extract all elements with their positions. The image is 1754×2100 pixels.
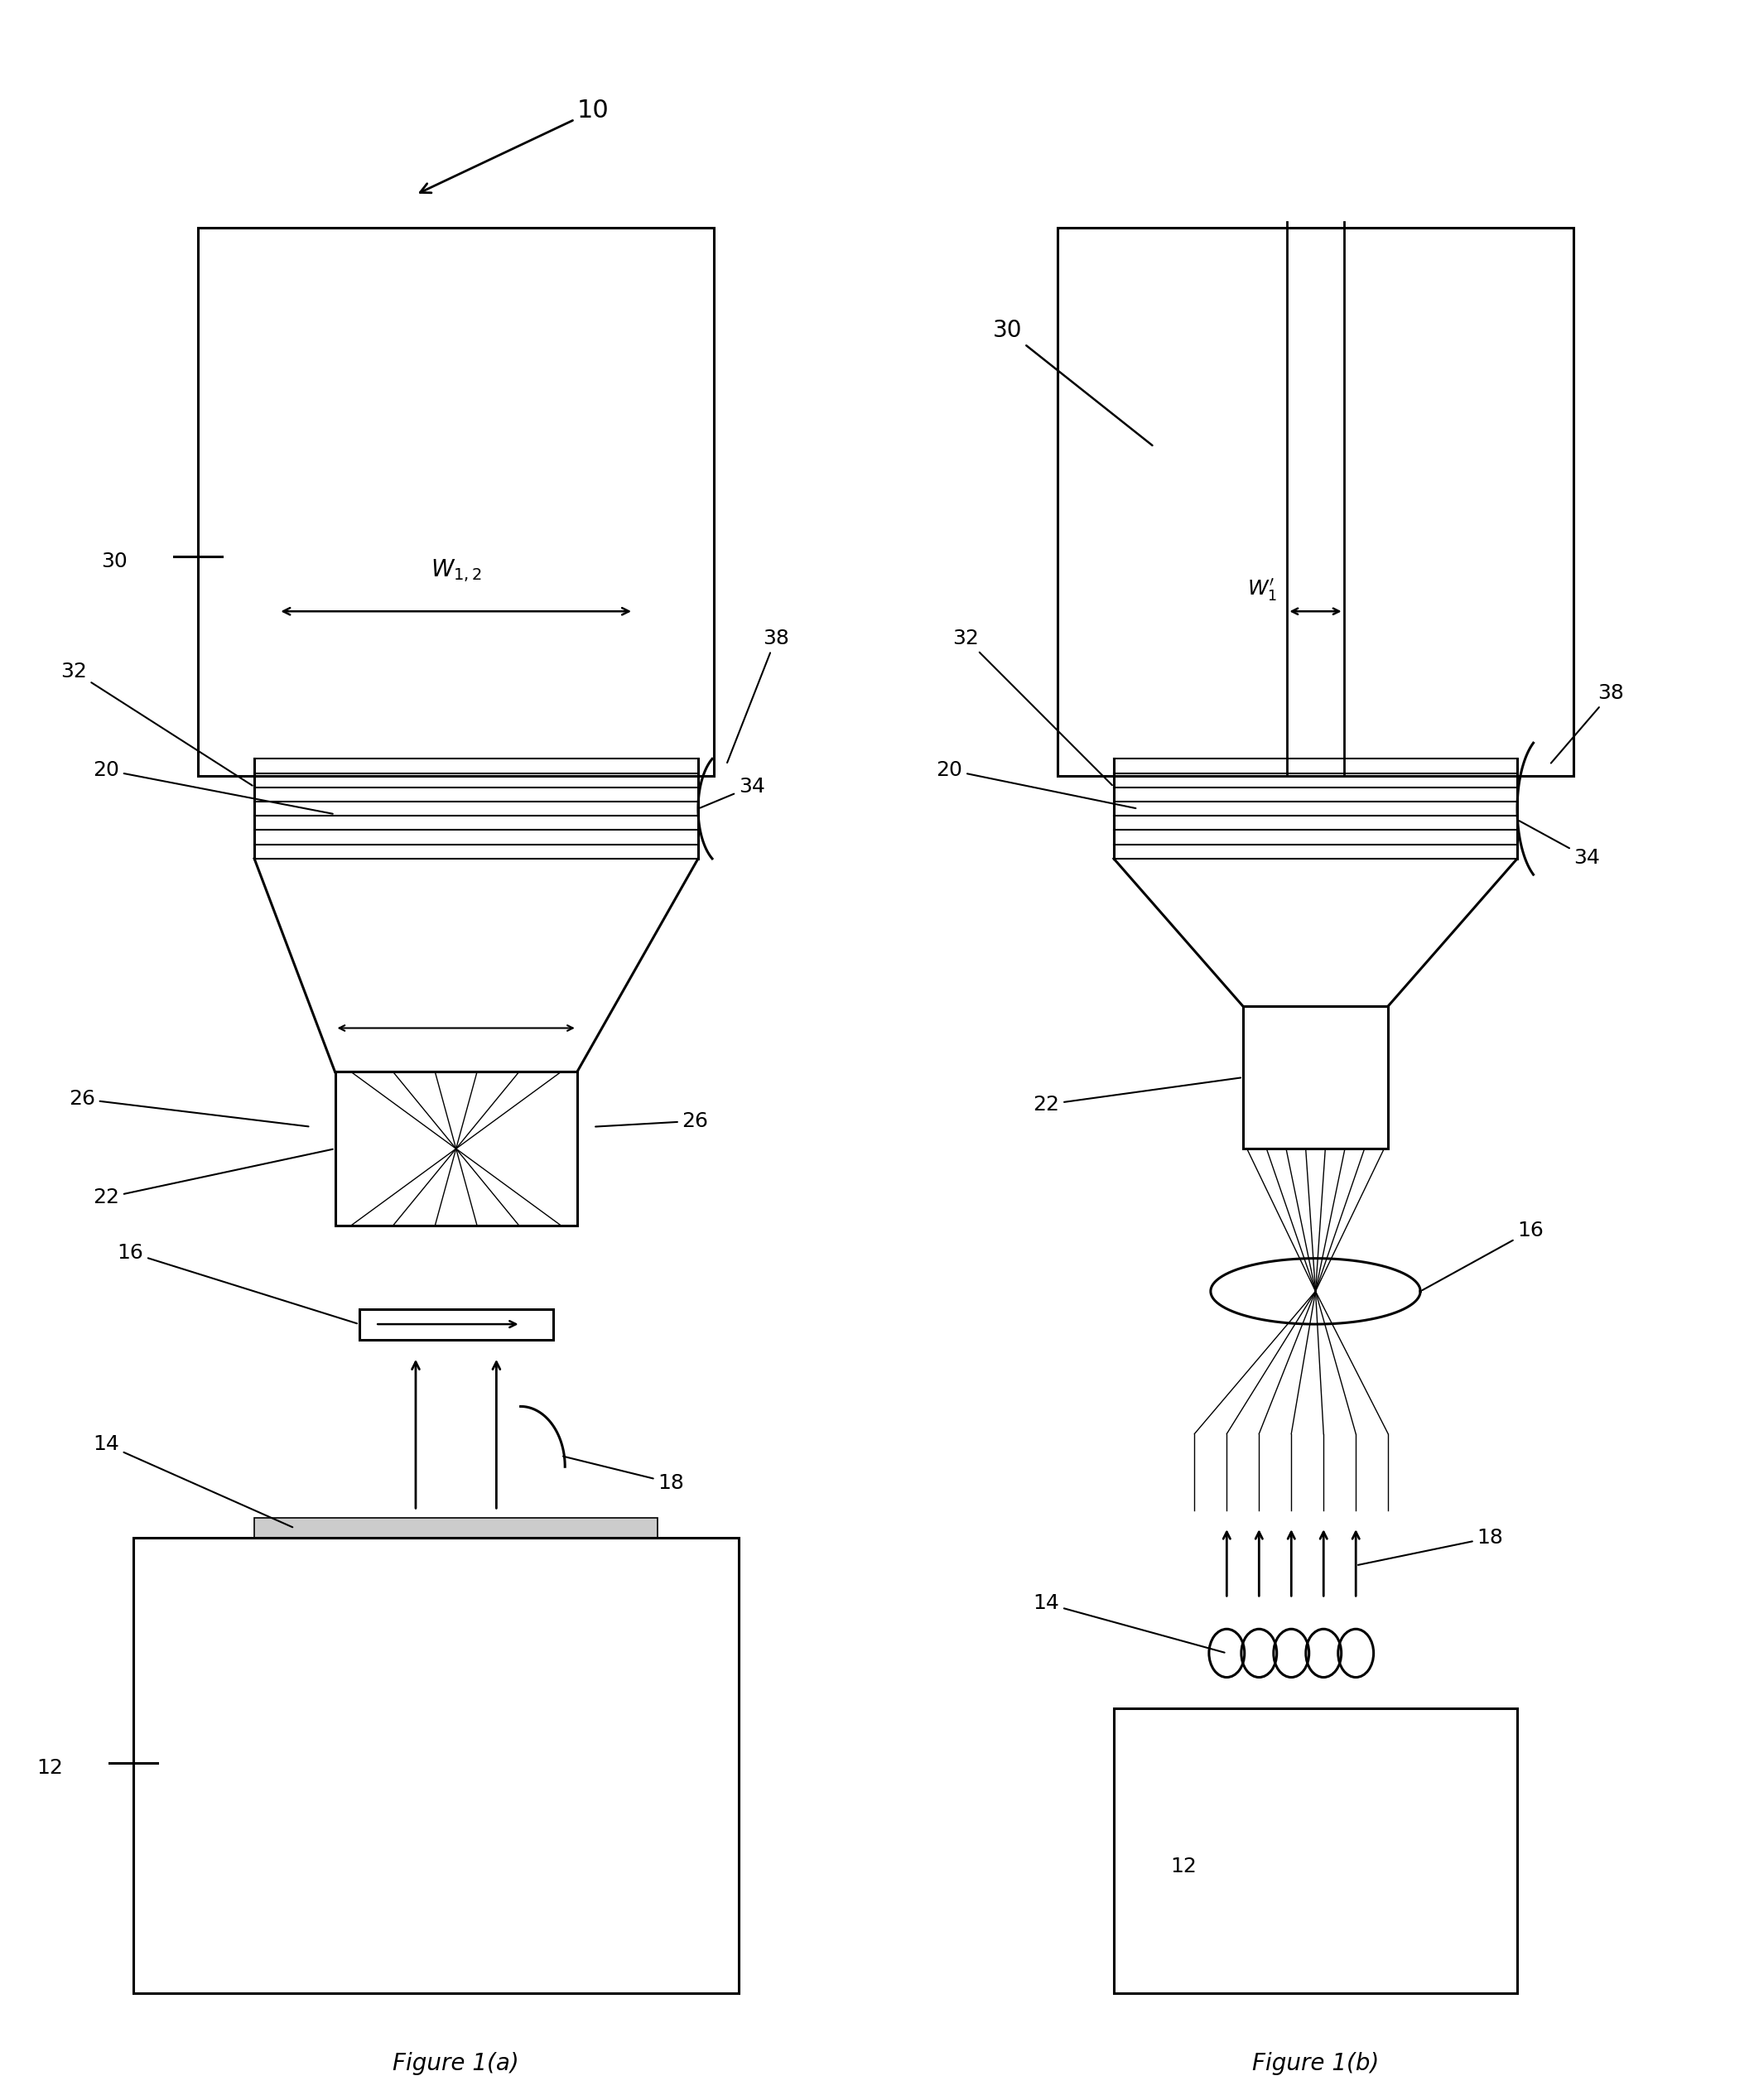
Text: $W_{1,2}$: $W_{1,2}$: [430, 559, 482, 584]
Text: 34: 34: [700, 777, 765, 808]
Bar: [1058, 227, 1573, 775]
Text: 38: 38: [1551, 682, 1624, 762]
Bar: [1114, 1707, 1517, 1993]
Text: 26: 26: [68, 1090, 309, 1126]
Text: 38: 38: [728, 628, 789, 762]
Text: 16: 16: [118, 1243, 358, 1323]
Text: 14: 14: [1033, 1594, 1224, 1653]
Text: 32: 32: [952, 628, 1112, 785]
Text: 20: 20: [93, 760, 333, 815]
Text: 18: 18: [563, 1455, 684, 1493]
Bar: [198, 227, 714, 775]
Text: 30: 30: [993, 319, 1152, 445]
Bar: [254, 1518, 658, 1537]
Text: 12: 12: [37, 1758, 63, 1779]
Text: 14: 14: [93, 1434, 293, 1527]
Text: 18: 18: [1358, 1529, 1503, 1564]
Text: 10: 10: [421, 99, 609, 193]
Text: 16: 16: [1422, 1220, 1544, 1289]
Bar: [133, 1537, 738, 1993]
Text: Figure 1(a): Figure 1(a): [393, 2052, 519, 2075]
Text: 22: 22: [93, 1149, 333, 1207]
Text: 12: 12: [1170, 1856, 1196, 1877]
Bar: [335, 1071, 577, 1226]
Text: 32: 32: [61, 662, 253, 785]
Text: 34: 34: [1519, 821, 1600, 867]
Text: 22: 22: [1033, 1077, 1240, 1115]
Bar: [1244, 1006, 1387, 1149]
Bar: [360, 1308, 553, 1340]
Text: 30: 30: [102, 552, 128, 571]
Text: Figure 1(b): Figure 1(b): [1252, 2052, 1379, 2075]
Text: 26: 26: [596, 1111, 709, 1132]
Text: 20: 20: [937, 760, 1137, 808]
Text: $W_1'$: $W_1'$: [1247, 578, 1277, 603]
